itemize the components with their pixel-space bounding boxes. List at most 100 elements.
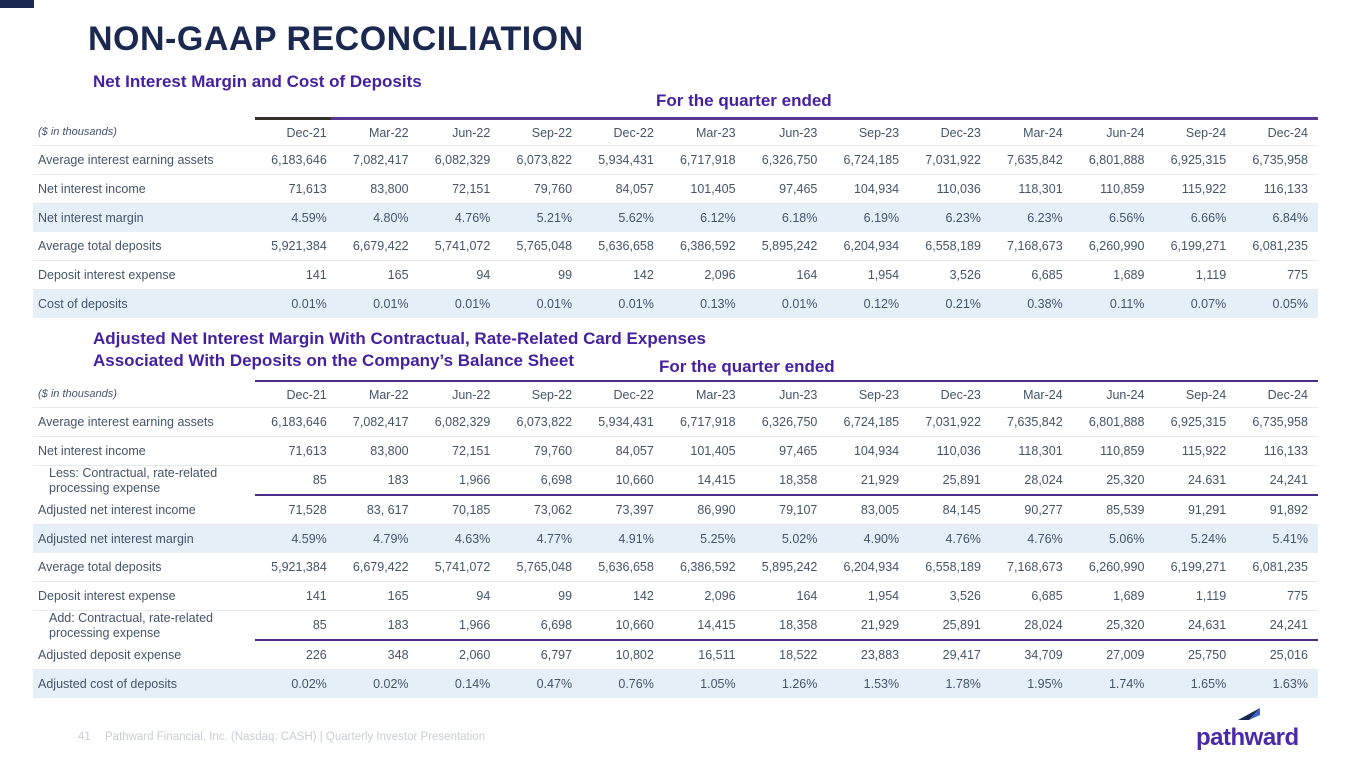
row-values: 4.59% 4.79% 4.63% 4.77% 4.91% 5.25% 5.02% 4.90%… [255, 525, 1318, 553]
value-cell: 116,133 [1263, 182, 1308, 196]
corner-accent-bar [0, 0, 34, 8]
value-cell: 6,073,822 [516, 153, 573, 167]
table-row: Average interest earning assets 6,183,646… [33, 408, 1318, 437]
row-label: Deposit interest expense [38, 267, 176, 282]
value-cell: 1.78% [945, 677, 981, 691]
table-row: Deposit interest expense 141 165 94 99 142 2,0… [33, 582, 1318, 611]
value-cell: 118,301 [1018, 182, 1063, 196]
table1-top-rule [255, 117, 1318, 120]
adjusted-net-interest-margin-table: ($ in thousands) Dec-21 Mar-22 Jun-22 Sep-22… [33, 380, 1318, 698]
table-header-row: ($ in thousands) Dec-21 Mar-22 Jun-22 Sep-22… [33, 120, 1318, 146]
value-cell: 1.53% [863, 677, 900, 691]
logo-wordmark: pathward [1196, 724, 1299, 751]
header-cells: Dec-21 Mar-22 Jun-22 Sep-22 Dec-22 Mar-23 Jun-… [255, 382, 1318, 407]
value-cell: 4.79% [373, 532, 409, 546]
value-cell: 1,689 [1113, 268, 1145, 282]
value-cell: 7,168,673 [1007, 239, 1063, 253]
value-cell: 104,934 [853, 444, 900, 458]
value-cell: 0.01% [454, 297, 491, 311]
row-values: 0.01% 0.01% 0.01% 0.01% 0.01% 0.13% 0.01% 0.12%… [255, 290, 1318, 318]
value-cell: 0.14% [454, 677, 491, 691]
unit-note: ($ in thousands) [38, 126, 117, 138]
table-row: Average total deposits 5,921,384 6,679,422… [33, 232, 1318, 261]
value-cell: 0.02% [291, 677, 327, 691]
column-header: Sep-23 [858, 387, 900, 402]
value-cell: 0.01% [536, 297, 573, 311]
value-cell: 25,891 [942, 473, 981, 487]
table-row: Net interest income 71,613 83,800 72,151 79,… [33, 437, 1318, 466]
row-values: 141 165 94 99 142 2,096 164 1,954 3,526 6,685 1,68… [255, 261, 1318, 289]
value-cell: 72,151 [452, 444, 491, 458]
value-cell: 1,954 [867, 268, 900, 282]
value-cell: 348 [387, 648, 409, 662]
value-cell: 83,005 [860, 503, 900, 517]
value-cell: 5,895,242 [761, 239, 818, 253]
row-values: 4.59% 4.80% 4.76% 5.21% 5.62% 6.12% 6.18% 6.19%… [255, 204, 1318, 232]
value-cell: 6,073,822 [516, 415, 573, 429]
column-header: Dec-23 [940, 387, 981, 402]
value-cell: 6,685 [1031, 589, 1063, 603]
table-header-row: ($ in thousands) Dec-21 Mar-22 Jun-22 Sep-22… [33, 382, 1318, 408]
value-cell: 6,735,958 [1252, 415, 1308, 429]
value-cell: 18,358 [779, 618, 818, 632]
value-cell: 6,679,422 [352, 239, 409, 253]
column-header: Sep-22 [531, 125, 573, 140]
value-cell: 5,636,658 [598, 560, 654, 574]
value-cell: 1.95% [1027, 677, 1063, 691]
value-cell: 3,526 [949, 589, 981, 603]
value-cell: 0.01% [291, 297, 327, 311]
value-cell: 83,800 [370, 444, 409, 458]
value-cell: 5.21% [536, 211, 573, 225]
value-cell: 7,635,842 [1007, 153, 1063, 167]
value-cell: 2,096 [704, 268, 736, 282]
value-cell: 1,119 [1195, 268, 1227, 282]
value-cell: 79,760 [533, 444, 573, 458]
value-cell: 142 [632, 268, 654, 282]
value-cell: 1.05% [700, 677, 736, 691]
value-cell: 1,119 [1195, 589, 1227, 603]
row-values: 85 183 1,966 6,698 10,660 14,415 18,358 21,929 2… [255, 466, 1318, 496]
value-cell: 226 [305, 648, 327, 662]
value-cell: 164 [796, 589, 818, 603]
value-cell: 5.24% [1190, 532, 1227, 546]
row-values: 85 183 1,966 6,698 10,660 14,415 18,358 21,929 2… [255, 611, 1318, 641]
value-cell: 18,358 [779, 473, 818, 487]
value-cell: 118,301 [1018, 444, 1063, 458]
value-cell: 101,405 [690, 182, 736, 196]
value-cell: 5,934,431 [598, 153, 654, 167]
value-cell: 6,558,189 [925, 239, 981, 253]
value-cell: 6,797 [540, 648, 573, 662]
value-cell: 0.13% [700, 297, 736, 311]
net-interest-margin-table: ($ in thousands) Dec-21 Mar-22 Jun-22 Sep-22… [33, 117, 1318, 318]
value-cell: 3,526 [949, 268, 981, 282]
value-cell: 86,990 [697, 503, 736, 517]
value-cell: 1.74% [1108, 677, 1145, 691]
table-row: Average interest earning assets 6,183,646… [33, 146, 1318, 175]
value-cell: 7,168,673 [1007, 560, 1063, 574]
value-cell: 72,151 [452, 182, 491, 196]
value-cell: 70,185 [452, 503, 491, 517]
value-cell: 6.56% [1108, 211, 1145, 225]
value-cell: 6,717,918 [679, 153, 736, 167]
value-cell: 16,511 [698, 648, 736, 662]
value-cell: 6,081,235 [1252, 560, 1308, 574]
value-cell: 24,241 [1269, 618, 1308, 632]
value-cell: 104,934 [853, 182, 900, 196]
table2-body: ($ in thousands) Dec-21 Mar-22 Jun-22 Sep-22… [33, 380, 1318, 698]
value-cell: 5.25% [700, 532, 736, 546]
column-header: Dec-21 [286, 387, 327, 402]
table2-quarter-label: For the quarter ended [659, 357, 835, 376]
value-cell: 6,260,990 [1088, 239, 1145, 253]
table1-quarter-label: For the quarter ended [656, 91, 832, 110]
row-label: Average total deposits [38, 238, 162, 253]
value-cell: 5,741,072 [434, 560, 491, 574]
value-cell: 6,558,189 [925, 560, 981, 574]
value-cell: 6,801,888 [1088, 415, 1145, 429]
value-cell: 6,925,315 [1170, 153, 1227, 167]
value-cell: 73,397 [615, 503, 654, 517]
row-label: Net interest income [38, 181, 146, 196]
row-label: Adjusted deposit expense [38, 647, 182, 662]
column-header: Dec-21 [286, 125, 327, 140]
value-cell: 5,934,431 [598, 415, 654, 429]
value-cell: 0.07% [1190, 297, 1227, 311]
